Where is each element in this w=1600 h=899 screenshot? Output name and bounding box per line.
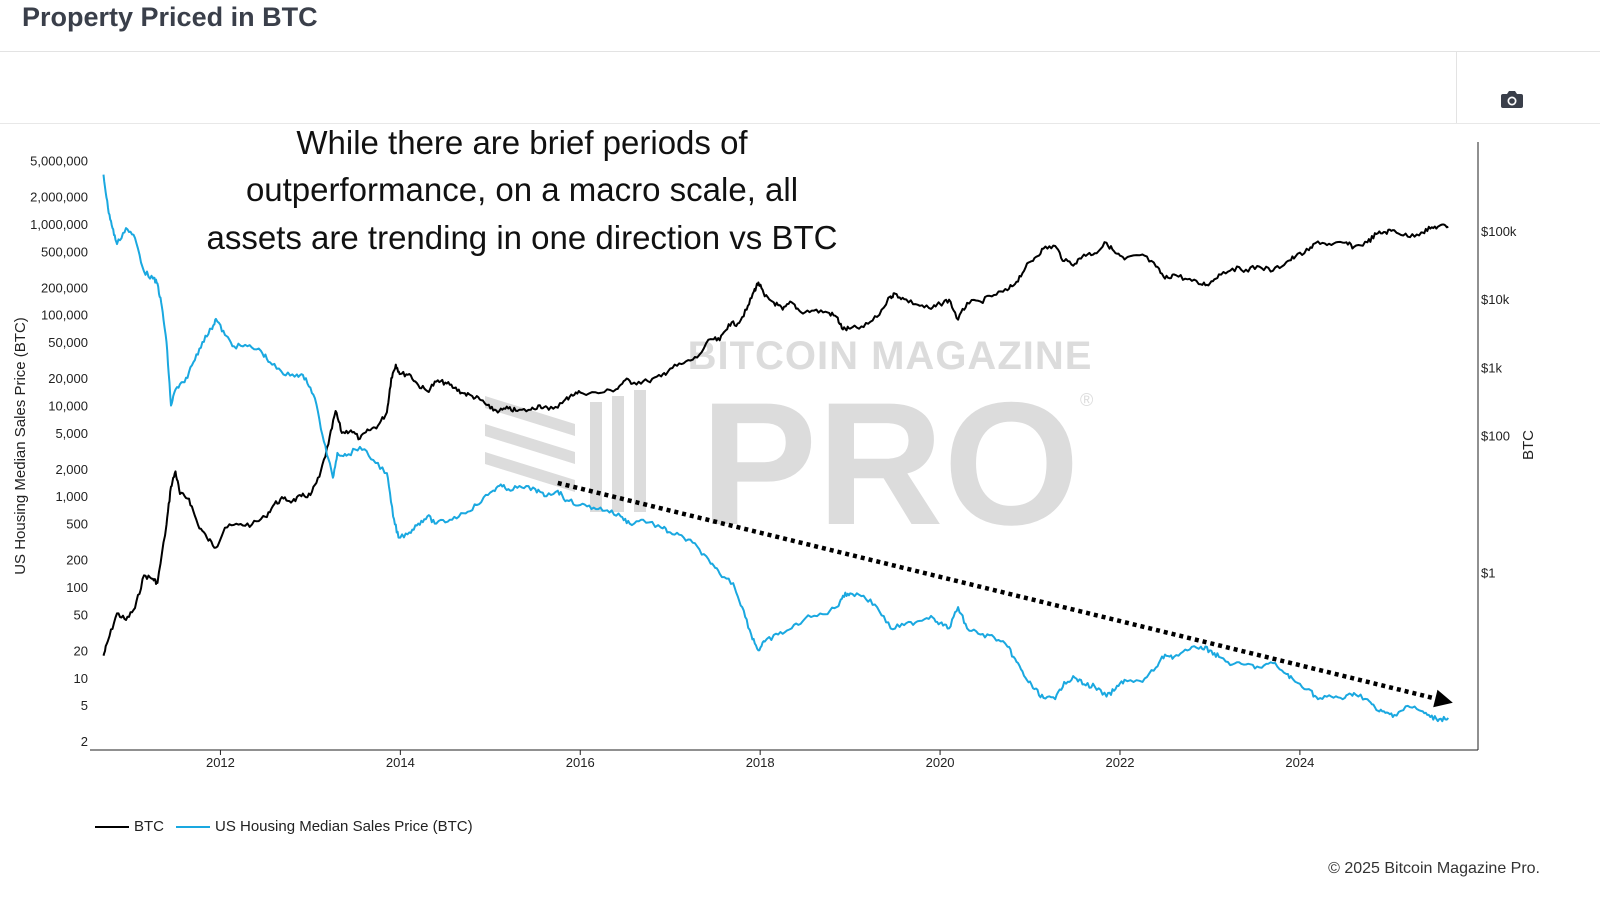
left-tick-label: 20 <box>74 643 88 658</box>
left-tick-label: 20,000 <box>48 371 88 386</box>
left-axis-label: US Housing Median Sales Price (BTC) <box>12 317 29 575</box>
x-tick-label: 2024 <box>1285 755 1314 770</box>
x-tick-label: 2012 <box>206 755 235 770</box>
copyright: © 2025 Bitcoin Magazine Pro. <box>1328 860 1540 877</box>
annotation-line-3: assets are trending in one direction vs … <box>207 219 838 256</box>
watermark-main-text: PRO <box>700 367 1079 562</box>
left-tick-label: 2,000 <box>55 462 88 477</box>
legend-swatch-btc <box>95 825 129 828</box>
right-tick-label: $10k <box>1481 292 1510 307</box>
annotation-line-1: While there are brief periods of <box>296 124 748 161</box>
axes <box>90 142 1479 751</box>
right-axis-ticks: $100k $10k $1k $100 $1 <box>1481 224 1517 580</box>
legend-label-housing: US Housing Median Sales Price (BTC) <box>215 818 473 835</box>
left-tick-label: 500,000 <box>41 244 88 259</box>
housing-series-line <box>102 174 1450 723</box>
legend-item-housing[interactable]: US Housing Median Sales Price (BTC) <box>176 818 473 835</box>
right-tick-label: $1 <box>1481 565 1495 580</box>
left-tick-label: 1,000,000 <box>30 217 88 232</box>
watermark-top-text: BITCOIN MAGAZINE <box>688 334 1093 378</box>
legend-swatch-housing <box>176 825 210 828</box>
right-tick-label: $100 <box>1481 429 1510 444</box>
left-tick-label: 2 <box>81 734 88 749</box>
left-tick-label: 200 <box>66 553 88 568</box>
toolbar-separator <box>1456 52 1457 123</box>
legend-label-btc: BTC <box>134 818 164 835</box>
legend-item-btc[interactable]: BTC <box>95 818 164 835</box>
left-tick-label: 50 <box>74 607 88 622</box>
left-tick-label: 200,000 <box>41 280 88 295</box>
screenshot-button[interactable] <box>1498 86 1526 112</box>
left-tick-label: 5,000 <box>55 426 88 441</box>
camera-icon <box>1501 91 1523 108</box>
left-tick-label: 5,000,000 <box>30 154 88 169</box>
watermark: BITCOIN MAGAZINE PRO ® <box>485 334 1093 562</box>
left-axis-ticks: 5,000,000 2,000,000 1,000,000 500,000 200,00… <box>30 154 88 750</box>
chart-canvas: BITCOIN MAGAZINE PRO ® 5,000,000 2,000,00… <box>12 124 1537 770</box>
trend-arrow <box>557 480 1453 708</box>
x-tick-label: 2014 <box>386 755 415 770</box>
right-tick-label: $1k <box>1481 360 1502 375</box>
legend: BTC US Housing Median Sales Price (BTC) <box>95 818 485 835</box>
right-tick-label: $100k <box>1481 224 1517 239</box>
x-tick-label: 2022 <box>1106 755 1135 770</box>
left-tick-label: 5 <box>81 698 88 713</box>
left-tick-label: 100 <box>66 580 88 595</box>
left-tick-label: 10 <box>74 671 88 686</box>
x-tick-label: 2020 <box>926 755 955 770</box>
header-divider <box>0 51 1600 52</box>
btc-series-line <box>102 223 1449 656</box>
left-tick-label: 10,000 <box>48 398 88 413</box>
left-tick-label: 50,000 <box>48 335 88 350</box>
annotation-line-2: outperformance, on a macro scale, all <box>246 171 798 208</box>
toolbar-divider <box>0 123 1600 124</box>
trend-arrow-head <box>1433 689 1453 708</box>
left-tick-label: 500 <box>66 517 88 532</box>
series-group <box>102 174 1450 723</box>
left-tick-label: 2,000,000 <box>30 190 88 205</box>
left-tick-label: 100,000 <box>41 308 88 323</box>
x-tick-label: 2018 <box>746 755 775 770</box>
annotation-text: While there are brief periods of outperf… <box>207 124 838 256</box>
page-title: Property Priced in BTC <box>22 2 318 32</box>
x-axis-ticks: 2012 2014 2016 2018 2020 2022 2024 <box>206 750 1314 770</box>
x-tick-label: 2016 <box>566 755 595 770</box>
right-axis-label: BTC <box>1520 430 1537 460</box>
watermark-registered-mark: ® <box>1080 390 1093 410</box>
left-tick-label: 1,000 <box>55 489 88 504</box>
